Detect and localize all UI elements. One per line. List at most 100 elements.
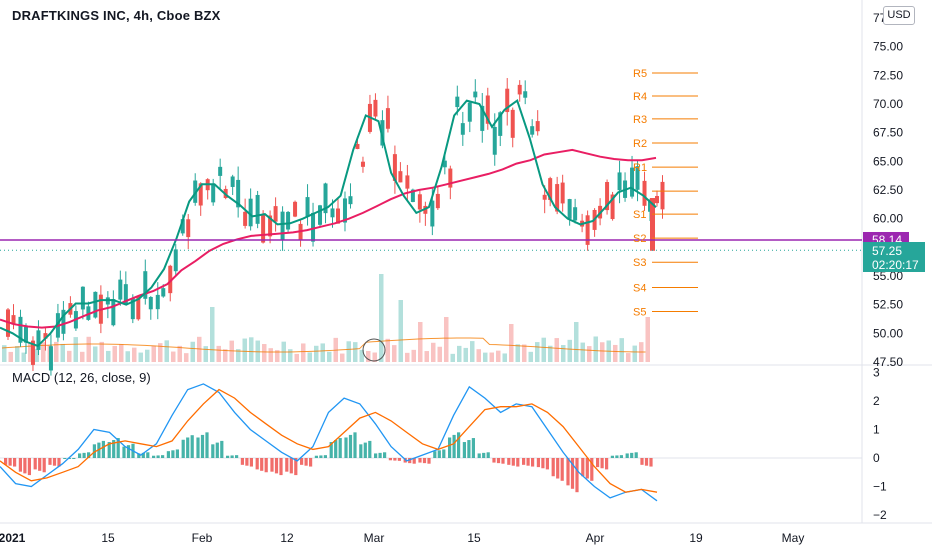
- volume-bar: [106, 350, 111, 362]
- volume-bar: [67, 350, 72, 362]
- volume-bar: [366, 350, 371, 362]
- pivot-level-label: S4: [633, 282, 646, 294]
- macd-histogram-bar: [492, 458, 496, 463]
- macd-histogram-bar: [462, 442, 466, 458]
- macd-histogram-bar: [319, 455, 323, 458]
- currency-badge[interactable]: USD: [883, 6, 915, 25]
- volume-bar: [119, 344, 124, 362]
- candle-body: [405, 175, 410, 189]
- macd-histogram-bar: [363, 442, 367, 458]
- volume-bar: [632, 345, 637, 362]
- macd-histogram-bar: [309, 458, 313, 467]
- candle-body: [93, 291, 98, 318]
- volume-average-line: [1, 337, 646, 353]
- candle-body: [180, 219, 185, 234]
- macd-histogram-bar: [23, 458, 27, 474]
- macd-histogram-bar: [211, 444, 215, 458]
- volume-bar: [372, 352, 377, 362]
- volume-bar: [359, 349, 364, 362]
- candle-body: [61, 309, 66, 334]
- candle-body: [523, 91, 528, 98]
- macd-histogram-bar: [181, 439, 185, 458]
- time-tick-label: 19: [689, 531, 703, 545]
- volume-bar: [294, 353, 299, 362]
- candle-body: [655, 196, 659, 204]
- candle-body: [148, 297, 153, 310]
- volume-bar: [21, 352, 26, 362]
- macd-histogram-bar: [344, 437, 348, 458]
- macd-histogram-bar: [235, 455, 239, 458]
- volume-bar: [288, 349, 293, 362]
- pivot-level-label: S1: [633, 209, 646, 221]
- volume-bar: [177, 345, 182, 362]
- pivot-level-label: R3: [633, 114, 647, 126]
- volume-bar: [476, 349, 481, 362]
- volume-bar: [236, 349, 241, 362]
- macd-histogram-bar: [245, 458, 249, 466]
- candle-body: [36, 330, 41, 350]
- macd-histogram-bar: [338, 438, 342, 458]
- time-tick-label: May: [782, 531, 805, 545]
- macd-histogram-bar: [610, 455, 614, 458]
- volume-bar: [522, 344, 527, 362]
- candle-body: [455, 96, 460, 108]
- macd-indicator-label[interactable]: MACD (12, 26, close, 9): [12, 370, 151, 385]
- volume-bar: [411, 349, 416, 362]
- macd-histogram-bar: [52, 458, 57, 466]
- macd-histogram-bar: [57, 458, 61, 467]
- macd-histogram-bar: [260, 458, 264, 471]
- volume-bar: [489, 352, 494, 362]
- volume-bar: [431, 342, 436, 362]
- candle-body: [485, 95, 490, 124]
- volume-bar: [307, 352, 312, 362]
- candle-body: [268, 215, 273, 237]
- macd-histogram-bar: [566, 458, 570, 486]
- price-tick-label: 72.50: [873, 68, 903, 82]
- macd-histogram-bar: [640, 458, 644, 465]
- macd-histogram-bar: [289, 458, 293, 474]
- candle-body: [535, 121, 540, 132]
- macd-histogram-bar: [107, 442, 111, 458]
- price-tick-label: 62.50: [873, 183, 903, 197]
- volume-bar: [86, 336, 91, 362]
- volume-bar: [541, 337, 546, 362]
- candle-body: [293, 201, 298, 217]
- macd-histogram-bar: [630, 452, 634, 458]
- candle-body: [635, 166, 640, 190]
- volume-bar: [210, 307, 215, 362]
- candle-body: [280, 211, 285, 240]
- macd-histogram-bar: [112, 440, 116, 458]
- time-tick-label: Feb: [192, 531, 213, 545]
- macd-histogram-bar: [190, 435, 194, 458]
- macd-histogram-bar: [359, 444, 363, 458]
- macd-histogram-bar: [146, 452, 150, 458]
- macd-histogram-bar: [408, 458, 412, 464]
- macd-histogram-bar: [48, 458, 52, 465]
- macd-histogram-bar: [200, 434, 205, 458]
- macd-histogram-bar: [471, 438, 475, 458]
- signal-line: [0, 388, 658, 493]
- volume-bar: [164, 340, 169, 362]
- macd-histogram-bar: [634, 452, 638, 458]
- candle-body: [30, 340, 35, 365]
- time-tick-label: Apr: [586, 531, 605, 545]
- volume-bar: [275, 350, 280, 362]
- macd-histogram-bar: [393, 458, 397, 461]
- candle-body: [305, 197, 310, 217]
- candle-body: [473, 91, 478, 98]
- time-tick-label: Mar: [364, 531, 385, 545]
- volume-bar: [242, 338, 247, 362]
- macd-histogram-bar: [467, 440, 471, 458]
- macd-histogram-bar: [477, 453, 481, 458]
- candle-body: [342, 198, 347, 223]
- candle-body: [230, 176, 235, 187]
- candle-body: [248, 198, 253, 227]
- price-tick-label: 52.50: [873, 298, 903, 312]
- macd-histogram-bar: [63, 458, 67, 459]
- macd-histogram-bar: [92, 444, 96, 458]
- candle-body: [373, 99, 378, 117]
- macd-histogram-bar: [13, 458, 17, 467]
- candle-body: [410, 189, 415, 202]
